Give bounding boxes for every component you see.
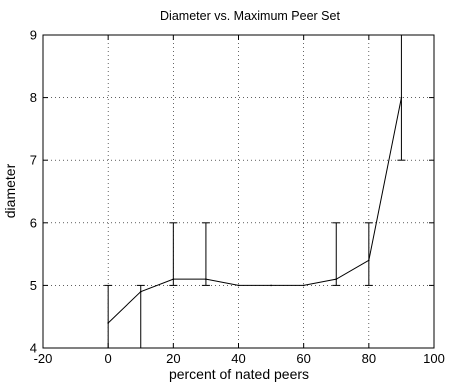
data-point [107,322,109,324]
data-point [400,96,403,99]
data-point [368,259,370,262]
grid [43,35,434,348]
x-tick-label: 60 [296,351,310,366]
y-tick-label: 7 [30,153,37,168]
x-tick-label: 20 [166,351,180,366]
series-layer [104,34,406,349]
chart-title: Diameter vs. Maximum Peer Set [160,9,340,23]
x-axis-label: percent of nated peers [169,366,309,382]
x-tick-label: 40 [231,351,245,366]
y-tick-label: 8 [30,90,37,105]
series-line [107,97,402,324]
y-tick-label: 9 [30,28,37,43]
x-tick-label: -20 [34,351,53,366]
tick-layer: -20 0 20 40 60 80 100 4 5 6 7 8 9 [30,28,445,367]
data-point [237,284,240,287]
y-tick-label: 4 [30,341,37,356]
data-point [302,284,305,287]
data-point [139,290,142,293]
x-tick-label: 100 [423,351,445,366]
data-point [335,278,338,280]
data-point [172,278,175,280]
y-axis-label: diameter [2,163,18,218]
y-tick-label: 6 [30,215,37,230]
x-tick-label: 0 [105,351,112,366]
x-tick-label: 80 [362,351,376,366]
y-tick-label: 5 [30,278,37,293]
data-point [270,284,272,287]
data-point [205,278,207,280]
